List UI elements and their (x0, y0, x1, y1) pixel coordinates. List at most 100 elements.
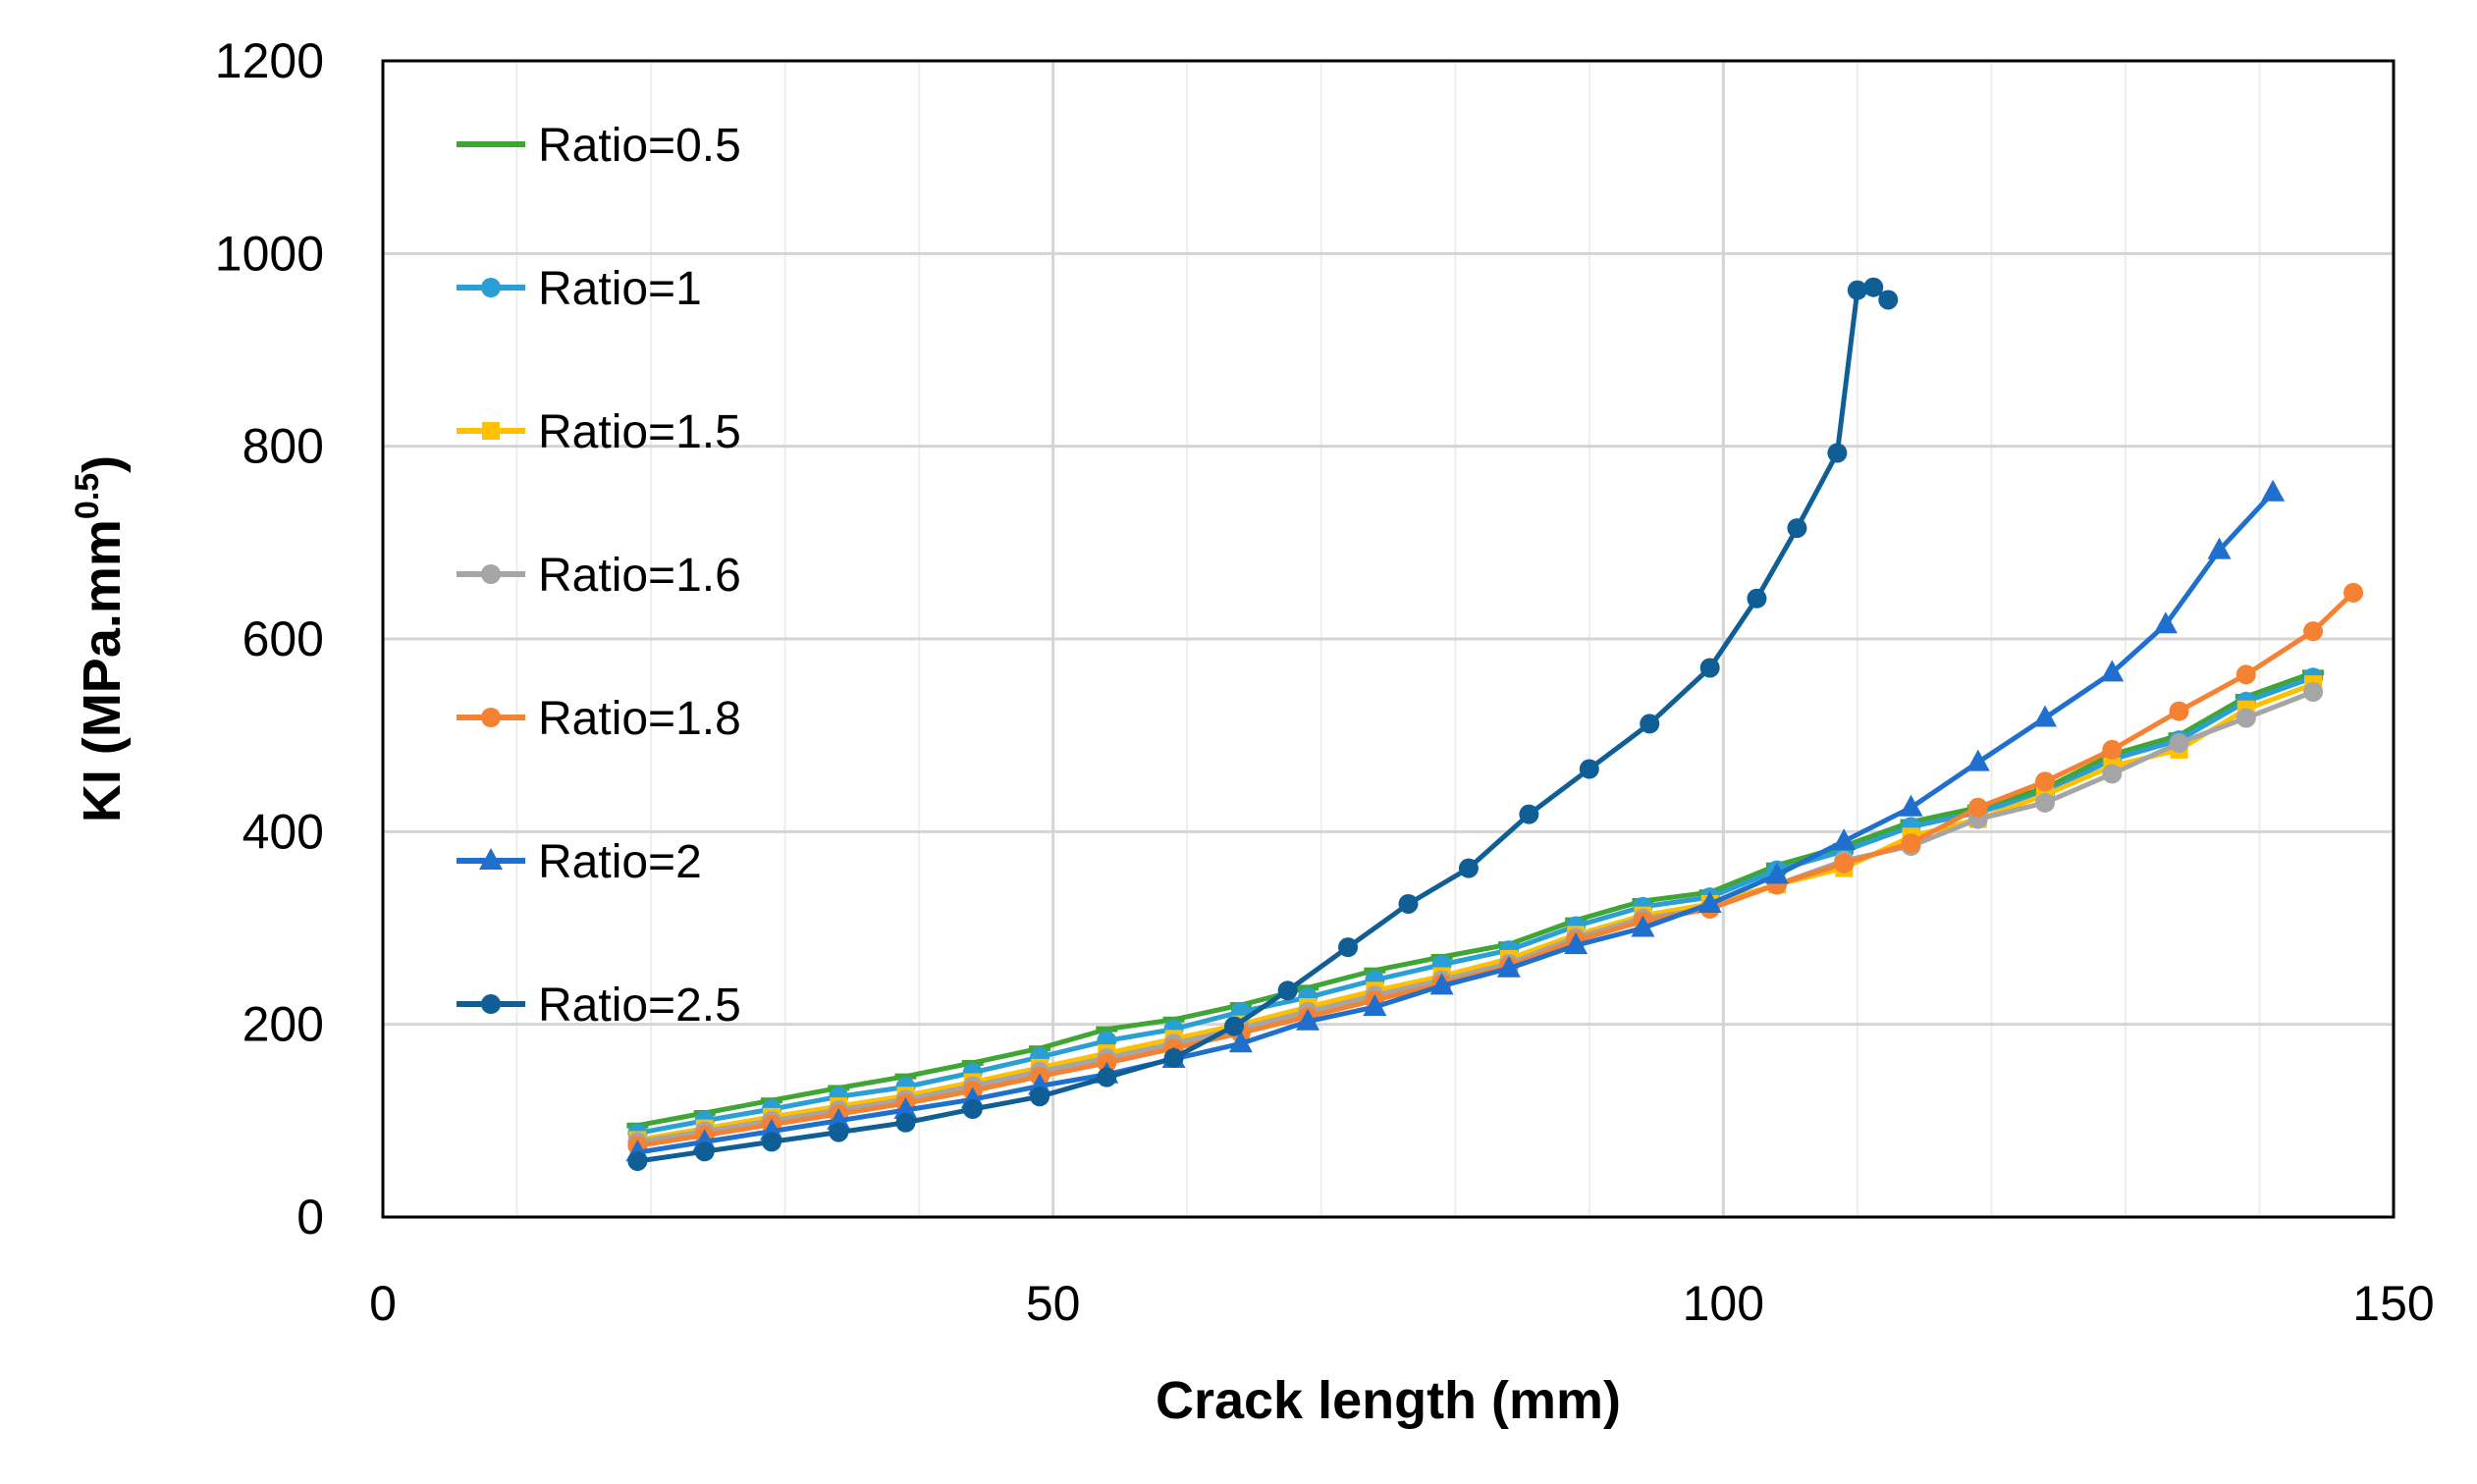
data-point (1564, 932, 1589, 955)
legend-label: Ratio=0.5 (538, 120, 741, 172)
legend-marker (481, 564, 501, 584)
y-axis-title-close: ) (73, 455, 132, 473)
data-point (761, 1132, 781, 1152)
y-tick-label: 0 (296, 1190, 324, 1245)
data-point (694, 1141, 715, 1162)
data-point (2169, 733, 2189, 754)
data-point (2102, 764, 2123, 784)
y-tick-label: 200 (242, 997, 324, 1052)
data-point (1398, 893, 1419, 914)
legend-marker (480, 141, 502, 147)
data-point (2035, 771, 2056, 792)
gridlines (383, 61, 2394, 1217)
plot-frame (381, 59, 2396, 1219)
data-point (1097, 1067, 1117, 1087)
data-point (1640, 714, 1660, 734)
legend: Ratio=0.5 Ratio=1 Ratio=1.5 Ratio=1.6 Ratio=… (457, 120, 741, 1032)
data-point (1965, 749, 1990, 771)
legend-item: Ratio=2.5 (457, 980, 741, 1032)
legend-marker (481, 708, 501, 727)
data-point (1787, 518, 1807, 539)
data-point (2100, 660, 2125, 682)
legend-label: Ratio=2.5 (538, 980, 741, 1032)
legend-label: Ratio=1.6 (538, 550, 741, 602)
data-point (962, 1099, 983, 1120)
data-point (1699, 658, 1720, 678)
data-point (893, 1097, 918, 1120)
y-tick-label: 800 (242, 419, 324, 474)
legend-item: Ratio=2 (457, 836, 702, 888)
legend-label: Ratio=1.5 (538, 406, 741, 458)
legend-marker (481, 994, 501, 1014)
data-point (1834, 853, 1855, 874)
data-point (1338, 937, 1359, 958)
data-point (2343, 582, 2364, 603)
tick-labels: 0 50 100 150 0 200 400 600 800 1000 1200 (215, 33, 2435, 1331)
data-point (1223, 1016, 1244, 1036)
y-axis-title-main: KI (MPa.mm (73, 519, 132, 822)
data-point (2261, 479, 2286, 502)
series-line (634, 490, 2276, 1155)
data-point (1827, 443, 1848, 463)
series-line (634, 681, 2316, 1142)
y-tick-label: 600 (242, 611, 324, 666)
data-point (1697, 890, 1722, 913)
y-tick-label: 1000 (215, 226, 324, 281)
x-tick-label: 50 (1026, 1276, 1081, 1331)
x-tick-label: 0 (369, 1276, 397, 1331)
data-point (1496, 955, 1521, 978)
legend-marker (479, 848, 503, 870)
data-point (1579, 759, 1599, 779)
legend-item: Ratio=1.5 (457, 406, 741, 458)
y-tick-label: 1200 (215, 33, 324, 88)
data-point (827, 1107, 851, 1130)
data-point (2303, 681, 2324, 702)
series-line (634, 285, 1891, 1164)
data-point (1228, 1031, 1253, 1053)
data-point (1878, 290, 1899, 310)
data-point (829, 1122, 849, 1142)
data-point (1458, 858, 1479, 878)
data-point (1967, 797, 1988, 818)
data-point (1631, 915, 1655, 937)
data-point (2033, 705, 2058, 727)
data-point (2303, 621, 2324, 642)
legend-label: Ratio=1 (538, 263, 702, 315)
series-line (634, 689, 2316, 1144)
legend-item: Ratio=0.5 (457, 120, 741, 172)
data-point (895, 1112, 916, 1133)
series-line (634, 674, 2316, 1137)
series-layer (625, 277, 2364, 1172)
data-point (2153, 611, 2178, 634)
data-point (2235, 664, 2256, 685)
series-7 (627, 277, 1899, 1172)
data-point (1764, 862, 1789, 884)
x-tick-label: 100 (1683, 1276, 1764, 1331)
data-point (1096, 1026, 1118, 1033)
legend-item: Ratio=1.6 (457, 550, 741, 602)
data-point (894, 1073, 917, 1080)
y-axis-title-superscript: 0.5 (69, 473, 106, 519)
legend-label: Ratio=1.8 (538, 693, 741, 745)
data-point (2102, 739, 2123, 760)
data-point (1899, 794, 1923, 817)
data-point (2207, 537, 2232, 559)
legend-marker (481, 278, 501, 297)
data-point (2235, 708, 2256, 728)
legend-label: Ratio=2 (538, 836, 702, 888)
data-point (1030, 1086, 1050, 1107)
data-point (1519, 804, 1539, 824)
legend-marker (482, 422, 500, 440)
legend-item: Ratio=1 (457, 263, 702, 315)
data-point (1747, 588, 1767, 609)
data-point (1832, 828, 1857, 851)
data-point (1847, 280, 1867, 300)
data-point (1363, 993, 1387, 1016)
data-point (1901, 833, 1921, 854)
data-point (627, 1151, 648, 1172)
y-axis-title: KI (MPa.mm0.5) (69, 455, 132, 822)
data-point (1277, 980, 1298, 1001)
